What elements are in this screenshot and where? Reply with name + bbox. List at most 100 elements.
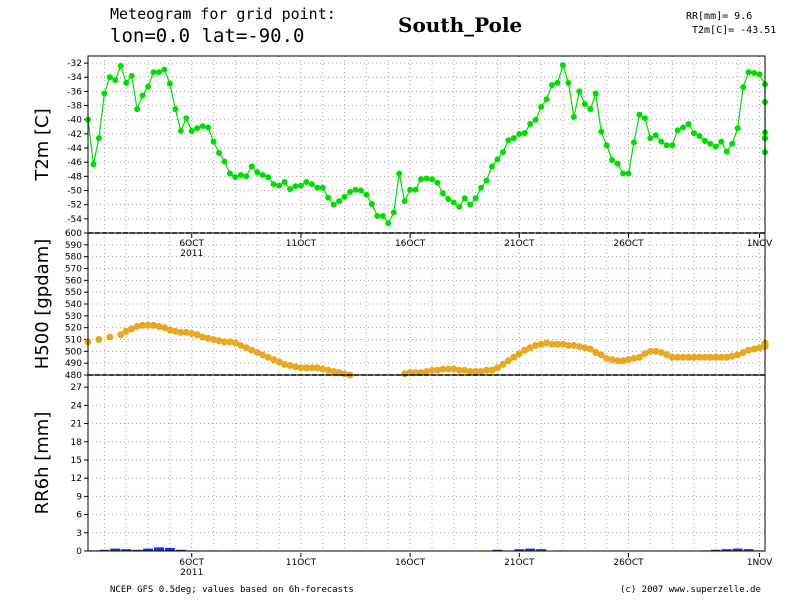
h500-point xyxy=(122,327,130,335)
t2m-point xyxy=(112,77,119,84)
h500-point xyxy=(619,357,627,365)
y-tick-label: -44 xyxy=(67,144,82,154)
h500-point xyxy=(428,366,436,374)
h500-point xyxy=(117,331,125,339)
h500-point xyxy=(695,353,703,361)
t2m-point xyxy=(287,186,294,193)
t2m-point xyxy=(674,127,681,134)
h500-point xyxy=(313,364,321,372)
h500-point xyxy=(717,353,725,361)
y-tick-label: -46 xyxy=(67,158,82,168)
y-tick-label: 12 xyxy=(71,474,82,484)
t2m-point xyxy=(559,62,566,69)
h500-point xyxy=(160,324,168,332)
rr6h-bar xyxy=(514,549,525,551)
t2m-point xyxy=(461,195,468,202)
t2m-point xyxy=(636,111,643,118)
t2m-point xyxy=(188,128,195,135)
t2m-point xyxy=(729,140,736,147)
t2m-point xyxy=(521,130,528,137)
bottom-x-tick-label: 26OCT xyxy=(613,558,644,568)
h500-point xyxy=(177,328,185,336)
h500-point xyxy=(657,349,665,357)
h500-point xyxy=(455,366,463,374)
t2m-point xyxy=(319,184,326,191)
header-coordinates: lon=0.0 lat=-90.0 xyxy=(110,25,305,47)
h500-point xyxy=(526,344,534,352)
t2m-point xyxy=(467,201,474,208)
t2m-point xyxy=(423,175,430,182)
t2m-point xyxy=(407,186,414,193)
h500-point xyxy=(739,349,747,357)
t2m-point xyxy=(510,135,517,142)
t2m-point xyxy=(712,143,719,150)
t2m-point xyxy=(314,184,321,191)
h500-point xyxy=(444,365,452,373)
t2m-point xyxy=(330,201,337,208)
y-tick-label: 580 xyxy=(65,253,82,263)
t2m-point xyxy=(210,138,217,145)
copyright-note: (c) 2007 www.superzelle.de xyxy=(620,585,761,595)
t2m-point xyxy=(183,115,190,122)
rr6h-bar xyxy=(110,548,121,551)
t2m-point xyxy=(472,195,479,202)
h500-point xyxy=(603,354,611,362)
h500-point xyxy=(281,360,289,368)
t2m-point xyxy=(336,198,343,205)
h500-point xyxy=(330,367,338,375)
t2m-point xyxy=(756,71,763,78)
y-axis-label: RR6h [mm] xyxy=(32,412,53,515)
y-tick-label: 6 xyxy=(76,511,82,521)
h500-point xyxy=(635,353,643,361)
t2m-point xyxy=(478,184,485,191)
h500-point xyxy=(171,327,179,335)
t2m-point xyxy=(723,148,730,155)
t2m-point xyxy=(216,149,223,156)
t2m-point xyxy=(221,158,228,165)
y-tick-label: 21 xyxy=(71,420,82,430)
rr6h-bar xyxy=(175,549,186,551)
h500-point xyxy=(690,353,698,361)
h500-point xyxy=(723,353,731,361)
t2m-point xyxy=(177,128,184,135)
h500-point xyxy=(745,346,753,354)
y-tick-label: 550 xyxy=(65,288,82,298)
t2m-point xyxy=(450,199,457,206)
t2m-point xyxy=(439,190,446,197)
h500-point xyxy=(439,365,447,373)
y-tick-label: 520 xyxy=(65,324,82,334)
y-tick-label: 27 xyxy=(71,383,82,393)
top-x-tick-label: 1NOV xyxy=(747,239,773,249)
y-tick-label: -42 xyxy=(67,130,82,140)
rr6h-bar xyxy=(132,549,143,551)
y-tick-label: 560 xyxy=(65,276,82,286)
t2m-point xyxy=(434,179,441,186)
h500-point xyxy=(128,325,136,333)
t2m-point xyxy=(155,69,162,76)
h500-point xyxy=(674,353,682,361)
h500-point xyxy=(597,351,605,359)
t2m-point xyxy=(516,130,523,137)
t2m-point xyxy=(248,163,255,170)
h500-point xyxy=(423,367,430,375)
bottom-x-tick-label: 1NOV xyxy=(747,558,773,568)
h500-point xyxy=(199,333,207,341)
h500-point xyxy=(253,349,261,357)
bottom-x-tick-label: 11OCT xyxy=(286,558,317,568)
h500-point xyxy=(586,345,594,353)
t2m-point xyxy=(150,69,157,76)
t2m-point xyxy=(134,106,141,113)
h500-point xyxy=(532,341,540,349)
h500-point xyxy=(663,351,671,359)
t2m-point xyxy=(276,182,283,189)
t2m-point xyxy=(576,88,583,95)
h500-point xyxy=(548,340,556,348)
t2m-point xyxy=(117,62,124,69)
h500-point xyxy=(139,321,147,329)
h500-point xyxy=(712,353,720,361)
h500-point xyxy=(472,367,480,375)
y-tick-label: 18 xyxy=(71,438,83,448)
h500-point xyxy=(652,347,660,355)
h500-point xyxy=(641,350,649,358)
t2m-point xyxy=(549,82,556,89)
